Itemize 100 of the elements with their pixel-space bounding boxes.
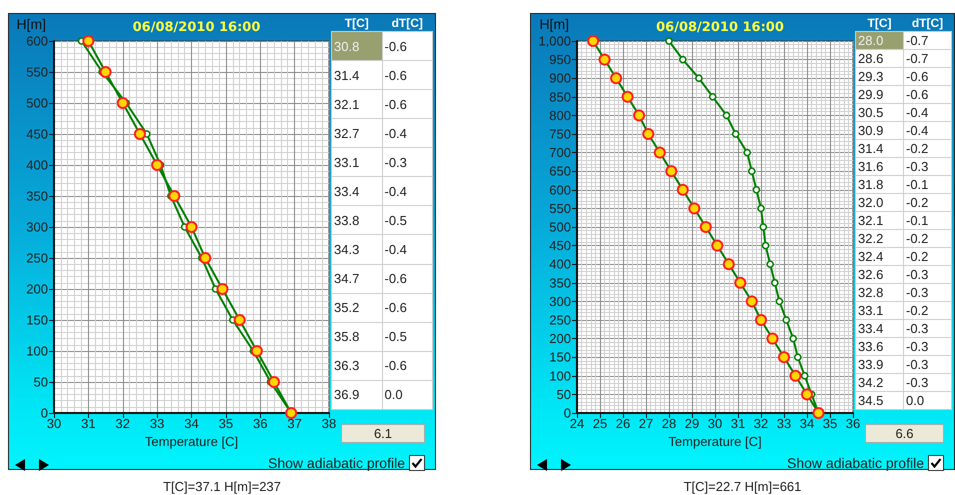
text: T[C]	[866, 14, 892, 32]
y-axis-title: H[m]	[16, 16, 46, 32]
text: T[C]=37.1 H[m]=237	[162, 479, 282, 494]
text: -0.3	[904, 356, 952, 374]
text: 32.4	[856, 248, 904, 266]
x-tick-label: 27	[638, 416, 654, 431]
chart-title: 06/08/2010 16:00	[132, 20, 260, 35]
x-tick-label: 33	[150, 416, 164, 431]
y-tick-label: 50	[556, 386, 571, 402]
text: 31.4	[856, 140, 904, 158]
text: 30.9	[856, 122, 904, 140]
y-tick-label: 450	[549, 238, 571, 254]
x-tick-label: 29	[684, 416, 700, 431]
text: 30.8	[332, 32, 382, 61]
y-tick-label: 50	[34, 374, 48, 390]
text: Show adiabatic profile	[787, 455, 924, 471]
y-tick-label: 900	[549, 70, 571, 86]
y-tick-label: 600	[26, 34, 48, 48]
text: -0.6	[382, 60, 432, 90]
y-tick-label: 750	[549, 126, 571, 142]
text: -0.5	[382, 322, 432, 352]
text: T[C]	[344, 14, 370, 32]
text: -0.4	[382, 234, 432, 264]
y-tick-label: 850	[549, 89, 571, 104]
text: 35.8	[332, 322, 382, 352]
x-tick-label: 32	[116, 416, 130, 431]
x-tick-label: 31	[730, 416, 746, 431]
y-tick-label: 800	[549, 108, 571, 123]
text: 33.6	[856, 338, 904, 356]
text: 6.1	[341, 424, 425, 443]
text: 32.8	[856, 284, 904, 302]
text: 33.1	[332, 148, 382, 177]
text: -0.6	[382, 32, 432, 61]
text: -0.4	[904, 122, 952, 140]
text: 32.1	[856, 212, 904, 230]
text: 34.5	[856, 392, 904, 410]
text: 32.7	[332, 118, 382, 148]
text: 34.7	[332, 264, 382, 294]
text: -0.1	[904, 176, 952, 194]
y-tick-label: 150	[26, 312, 48, 328]
text: 33.9	[856, 356, 904, 374]
x-tick-label: 38	[322, 416, 336, 431]
text: 32.6	[856, 266, 904, 284]
x-tick-label: 34	[800, 416, 814, 431]
text: 36.3	[332, 351, 382, 380]
y-tick-label: 350	[549, 275, 571, 290]
y-tick-label: 650	[549, 164, 571, 179]
text: -0.4	[382, 176, 432, 206]
y-tick-label: 100	[549, 368, 571, 384]
text: 29.3	[856, 68, 904, 86]
x-tick-label: 33	[776, 416, 792, 431]
text: 0.0	[382, 380, 432, 410]
x-tick-label: 32	[754, 416, 768, 431]
text: -0.6	[904, 68, 952, 86]
text: -0.3	[904, 158, 952, 176]
text: 33.1	[856, 302, 904, 320]
text: -0.7	[904, 50, 952, 68]
y-tick-label: 300	[549, 294, 571, 309]
text: 31.8	[856, 176, 904, 194]
text: 31.6	[856, 158, 904, 176]
x-tick-label: 30	[46, 416, 62, 431]
y-tick-label: 300	[26, 220, 48, 234]
x-tick-label: 24	[570, 416, 584, 431]
y-tick-label: 450	[26, 126, 48, 142]
text: 0.0	[904, 392, 952, 410]
y-tick-label: 550	[26, 64, 48, 80]
text: 36.9	[332, 380, 382, 410]
text: 35.2	[332, 293, 382, 322]
y-tick-label: 100	[26, 344, 48, 358]
text: T[C]=22.7 H[m]=661	[682, 479, 802, 494]
text: 33.4	[856, 320, 904, 338]
x-tick-label: 35	[822, 416, 838, 431]
text: 29.9	[856, 86, 904, 104]
y-tick-label: 950	[549, 52, 571, 68]
text: 28.6	[856, 50, 904, 68]
text: 6.6	[865, 424, 944, 443]
x-tick-label: 25	[592, 416, 608, 431]
text: 32.0	[856, 194, 904, 212]
text: -0.4	[904, 104, 952, 122]
text: -0.7	[904, 32, 952, 50]
text: 33.8	[332, 206, 382, 235]
chart-title: 06/08/2010 16:00	[656, 20, 784, 35]
x-tick-label: 35	[218, 416, 234, 431]
text: 34.3	[332, 234, 382, 264]
text: 32.1	[332, 90, 382, 119]
x-tick-label: 36	[253, 416, 268, 431]
text: -0.6	[904, 86, 952, 104]
x-tick-label: 26	[616, 416, 630, 431]
y-tick-label: 550	[549, 200, 571, 216]
text: dT[C]	[910, 14, 944, 32]
text: -0.3	[904, 284, 952, 302]
x-tick-label: 28	[662, 416, 676, 431]
x-axis-title: Temperature [C]	[668, 434, 762, 449]
x-tick-label: 36	[846, 416, 860, 431]
y-tick-label: 400	[549, 256, 571, 272]
text: 33.4	[332, 176, 382, 206]
text: Show adiabatic profile	[268, 455, 405, 471]
text: -0.3	[904, 320, 952, 338]
y-tick-label: 200	[26, 282, 48, 296]
text: 28.0	[856, 32, 904, 50]
